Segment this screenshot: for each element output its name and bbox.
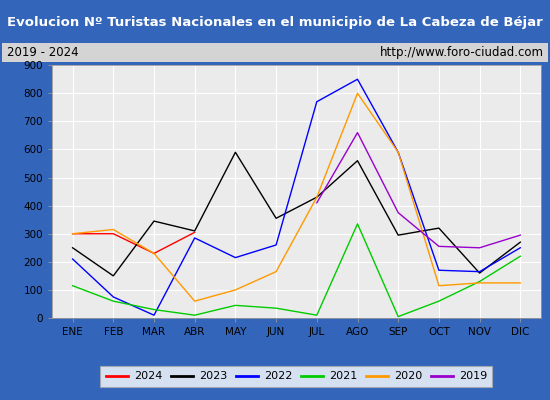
- Text: 2019 - 2024: 2019 - 2024: [7, 46, 78, 59]
- Legend: 2024, 2023, 2022, 2021, 2020, 2019: 2024, 2023, 2022, 2021, 2020, 2019: [101, 366, 492, 387]
- Text: http://www.foro-ciudad.com: http://www.foro-ciudad.com: [379, 46, 543, 59]
- Text: Evolucion Nº Turistas Nacionales en el municipio de La Cabeza de Béjar: Evolucion Nº Turistas Nacionales en el m…: [7, 16, 543, 29]
